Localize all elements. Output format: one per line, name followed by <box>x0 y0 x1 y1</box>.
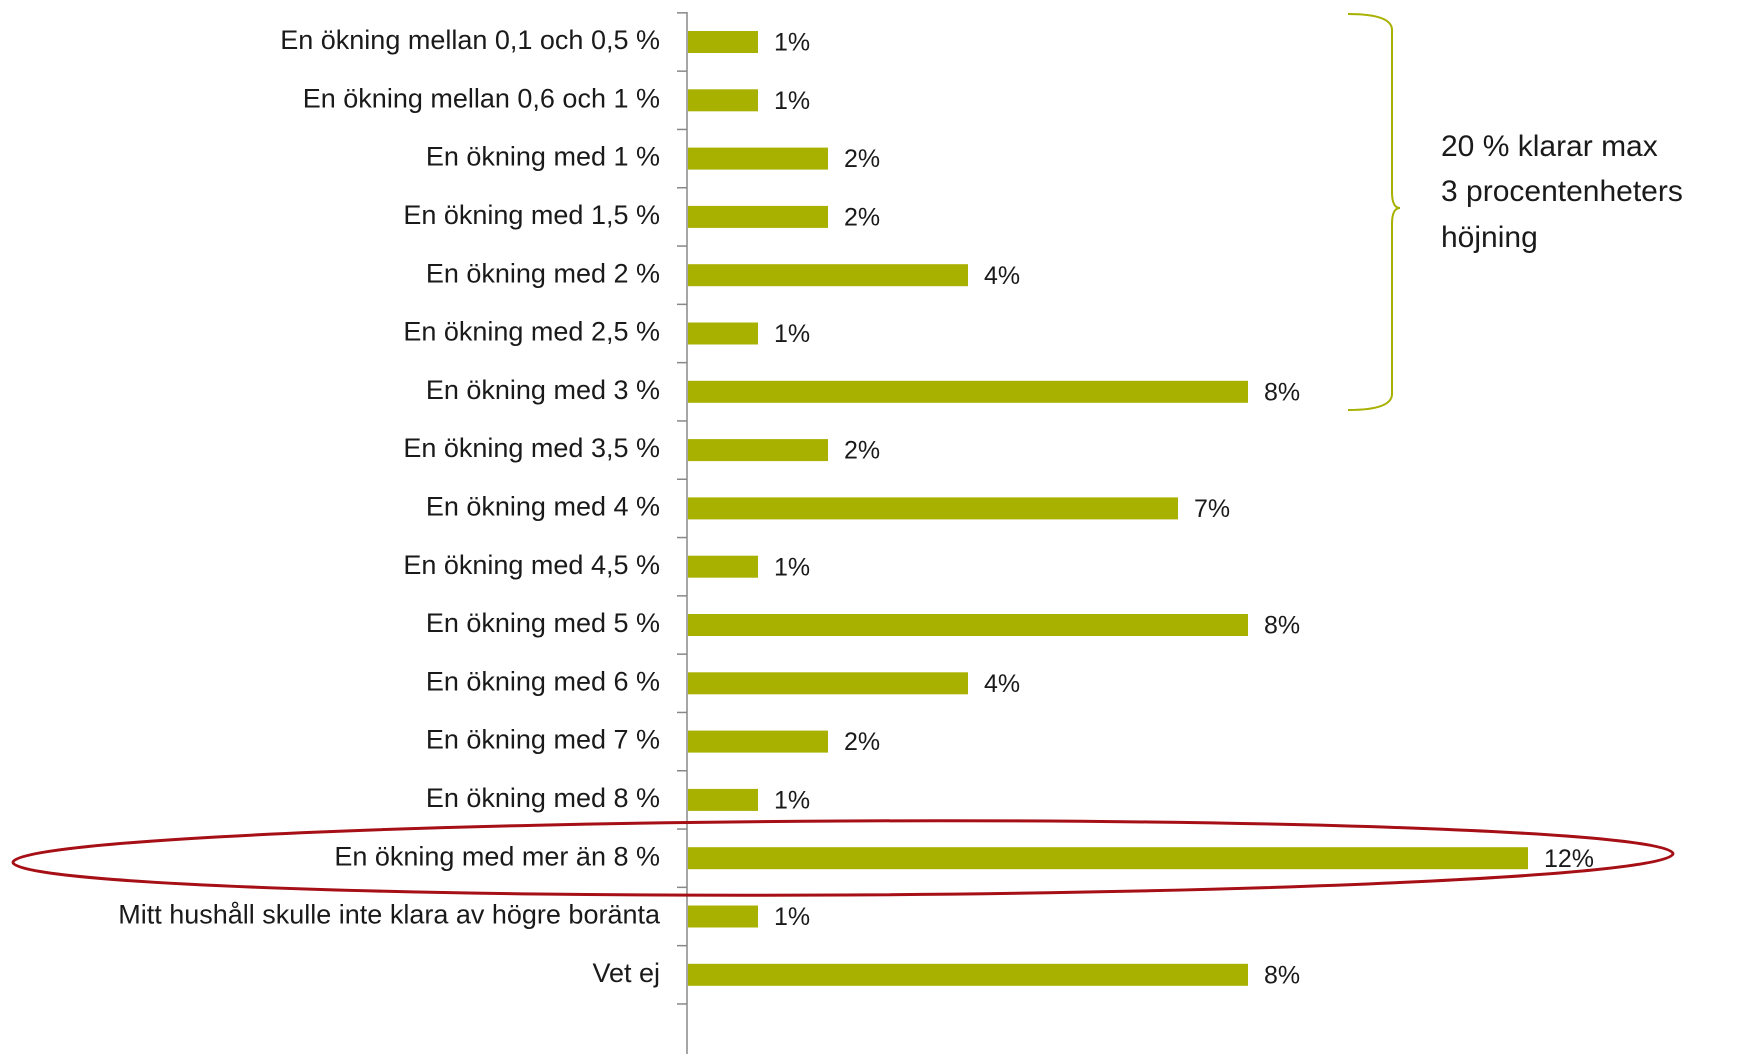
bar <box>688 788 758 811</box>
category-label: Mitt hushåll skulle inte klara av högre … <box>118 900 661 930</box>
highlight-ellipse <box>11 819 1675 897</box>
category-label: En ökning mellan 0,1 och 0,5 % <box>280 25 660 55</box>
value-label: 4% <box>984 670 1020 698</box>
value-label: 1% <box>774 29 810 57</box>
category-label: En ökning med 2 % <box>426 258 660 288</box>
category-label: En ökning med 3 % <box>426 375 660 405</box>
bar <box>688 439 828 462</box>
category-label: En ökning med 2,5 % <box>403 317 660 347</box>
category-label: En ökning med 6 % <box>426 666 660 696</box>
value-label: 7% <box>1194 495 1230 523</box>
value-label: 12% <box>1544 845 1594 873</box>
bar <box>688 905 758 928</box>
bar <box>688 555 758 578</box>
bar <box>688 730 828 753</box>
bar <box>688 31 758 53</box>
bars <box>688 31 1528 986</box>
value-label: 2% <box>844 437 880 465</box>
bar <box>688 205 828 228</box>
bar <box>688 847 1528 870</box>
value-label: 8% <box>1264 378 1300 406</box>
category-label: En ökning med 1,5 % <box>403 200 660 230</box>
value-label: 2% <box>844 145 880 173</box>
bar <box>688 380 1248 403</box>
bracket <box>1347 13 1401 411</box>
category-label: En ökning med 7 % <box>426 725 660 755</box>
category-label: En ökning med 3,5 % <box>403 433 660 463</box>
category-label: En ökning med 5 % <box>426 608 660 638</box>
category-label: Vet ej <box>592 958 660 988</box>
bar <box>688 497 1178 520</box>
category-label: En ökning med mer än 8 % <box>334 841 660 871</box>
annotation-line: 20 % klarar max <box>1441 130 1658 163</box>
bar <box>688 147 828 170</box>
bar <box>688 614 1248 636</box>
category-label: En ökning mellan 0,6 och 1 % <box>303 83 660 113</box>
value-label: 1% <box>774 87 810 115</box>
value-label: 1% <box>774 320 810 348</box>
value-label: 8% <box>1264 961 1300 989</box>
annotation-line: 3 procentenheters <box>1441 175 1683 208</box>
bar <box>688 672 968 695</box>
annotation-line: höjning <box>1441 221 1538 254</box>
bar <box>688 264 968 287</box>
value-label: 2% <box>844 728 880 756</box>
value-label: 1% <box>774 553 810 581</box>
category-label: En ökning med 1 % <box>426 142 660 172</box>
value-label: 2% <box>844 204 880 232</box>
value-label: 1% <box>774 903 810 931</box>
bar <box>688 963 1248 986</box>
value-label: 8% <box>1264 612 1300 640</box>
category-label: En ökning med 8 % <box>426 783 660 813</box>
bar <box>688 322 758 345</box>
category-label: En ökning med 4,5 % <box>403 550 660 580</box>
category-label: En ökning med 4 % <box>426 492 660 522</box>
value-label: 4% <box>984 262 1020 290</box>
value-label: 1% <box>774 787 810 815</box>
bar <box>688 89 758 112</box>
